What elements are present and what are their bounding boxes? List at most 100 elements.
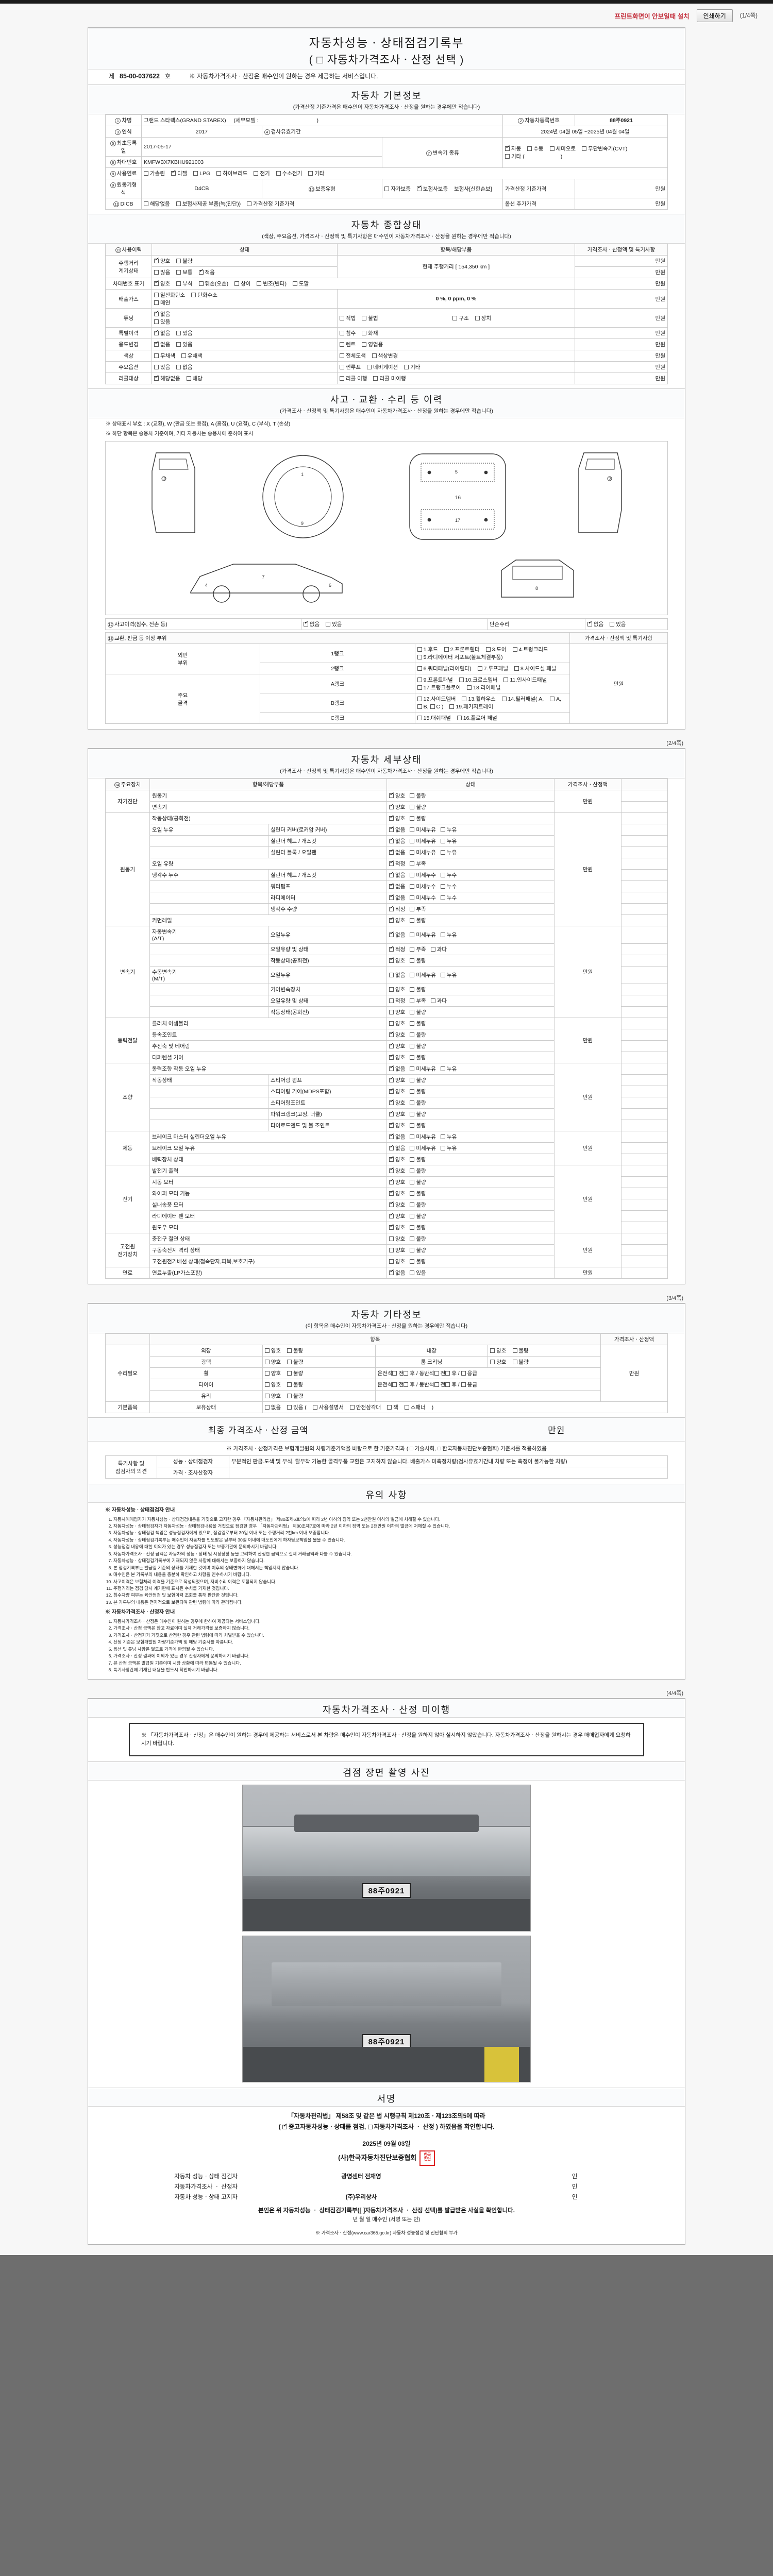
special-none[interactable]: 없음 — [154, 329, 170, 337]
simple-none[interactable]: 없음 — [587, 620, 603, 628]
state-option-과다[interactable]: 과다 — [430, 945, 447, 953]
checkbox-icon[interactable] — [373, 376, 378, 381]
checkbox-icon[interactable] — [410, 973, 415, 977]
checkbox-icon[interactable] — [287, 1394, 292, 1398]
checkbox-icon[interactable] — [362, 315, 367, 320]
state-option-누유[interactable]: 누유 — [440, 971, 457, 979]
checkbox-icon[interactable] — [389, 871, 394, 877]
recall-na[interactable]: 해당없음 — [154, 375, 180, 382]
checkbox-icon[interactable] — [176, 270, 181, 275]
usechange-rent[interactable]: 렌트 — [340, 341, 356, 348]
checkbox-icon[interactable] — [367, 2124, 373, 2129]
fuel-option-hybrid[interactable]: 하이브리드 — [216, 170, 247, 177]
state-option-불량[interactable]: 불량 — [410, 1156, 426, 1163]
checkbox-icon[interactable] — [410, 1214, 415, 1218]
checkbox-icon[interactable] — [434, 1382, 439, 1387]
state-option-불량[interactable]: 불량 — [410, 1212, 426, 1220]
checkbox-icon[interactable] — [410, 1259, 415, 1264]
checkbox-icon[interactable] — [389, 1269, 394, 1275]
usechange-yes[interactable]: 있음 — [176, 341, 193, 348]
checkbox-icon[interactable] — [389, 1201, 394, 1207]
wheel-good[interactable]: 양호 — [264, 1369, 281, 1377]
checkbox-icon[interactable] — [410, 918, 415, 923]
state-option-미세누유[interactable]: 미세누유 — [410, 849, 436, 856]
state-option-누수[interactable]: 누수 — [440, 871, 457, 879]
checkbox-icon[interactable] — [176, 331, 181, 335]
part-pillar-panel[interactable]: 14.필러패널( A, — [501, 695, 544, 703]
checkbox-icon[interactable] — [384, 186, 390, 191]
checkbox-icon[interactable] — [389, 998, 394, 1003]
checkbox-icon[interactable] — [410, 1089, 415, 1094]
checkbox-icon[interactable] — [410, 1010, 415, 1014]
checkbox-icon[interactable] — [416, 185, 422, 191]
interior-bad[interactable]: 불량 — [512, 1347, 529, 1354]
checkbox-icon[interactable] — [549, 146, 554, 151]
part-trunk-lid[interactable]: 4.트렁크리드 — [512, 646, 548, 653]
state-option-불량[interactable]: 불량 — [410, 792, 426, 800]
state-option-양호[interactable]: 양호 — [389, 957, 405, 964]
checkbox-icon[interactable] — [410, 1168, 415, 1173]
checkbox-icon[interactable] — [287, 1382, 292, 1387]
state-option-불량[interactable]: 불량 — [410, 815, 426, 822]
state-option-양호[interactable]: 양호 — [389, 1008, 405, 1016]
checkbox-icon[interactable] — [372, 353, 377, 358]
option-sunroof[interactable]: 썬루프 — [340, 363, 361, 371]
checkbox-icon[interactable] — [410, 850, 415, 855]
checkbox-icon[interactable] — [389, 957, 394, 963]
checkbox-icon[interactable] — [417, 647, 422, 652]
item-spanner[interactable]: 스패너 — [404, 1403, 426, 1411]
state-option-불량[interactable]: 불량 — [410, 1224, 426, 1231]
interior-good[interactable]: 양호 — [490, 1347, 507, 1354]
checkbox-icon[interactable] — [417, 677, 422, 682]
checkbox-icon[interactable] — [389, 1042, 394, 1048]
state-option-적정[interactable]: 적정 — [389, 905, 405, 913]
trans-option-cvt[interactable]: 무단변속기(CVT) — [582, 145, 627, 152]
checkbox-icon[interactable] — [193, 171, 198, 176]
part-floor-panel[interactable]: 16.플로어 패널 — [457, 714, 497, 722]
state-option-양호[interactable]: 양호 — [389, 1201, 405, 1209]
state-option-미세누유[interactable]: 미세누유 — [410, 826, 436, 834]
usechange-business[interactable]: 영업용 — [362, 341, 383, 348]
checkbox-icon[interactable] — [389, 1167, 394, 1173]
state-option-양호[interactable]: 양호 — [389, 1122, 405, 1129]
checkbox-icon[interactable] — [340, 353, 344, 358]
checkbox-icon[interactable] — [475, 315, 480, 320]
part-side-member[interactable]: 12.사이드멤버 — [417, 695, 456, 703]
checkbox-icon[interactable] — [389, 1054, 394, 1060]
usechange-none[interactable]: 없음 — [154, 341, 170, 348]
checkbox-icon[interactable] — [417, 685, 422, 690]
part-package-tray[interactable]: 19.패키지트레이 — [449, 703, 493, 710]
checkbox-icon[interactable] — [430, 704, 435, 709]
checkbox-icon[interactable] — [389, 803, 394, 809]
state-option-양호[interactable]: 양호 — [389, 1246, 405, 1254]
trans-option-auto[interactable]: 자동 — [505, 145, 521, 152]
checkbox-icon[interactable] — [392, 1371, 397, 1376]
checkbox-icon[interactable] — [410, 793, 415, 798]
special-yes[interactable]: 있음 — [176, 329, 193, 337]
mileage-normal[interactable]: 보통 — [176, 268, 193, 276]
checkbox-icon[interactable] — [582, 146, 587, 151]
state-option-누유[interactable]: 누유 — [440, 931, 457, 939]
checkbox-icon[interactable] — [154, 329, 159, 335]
state-option-미세누수[interactable]: 미세누수 — [410, 894, 436, 902]
checkbox-icon[interactable] — [389, 1031, 394, 1037]
state-option-양호[interactable]: 양호 — [389, 1212, 405, 1220]
warranty-option-self[interactable]: 자가보증 — [384, 185, 411, 193]
state-option-불량[interactable]: 불량 — [410, 1235, 426, 1243]
checkbox-icon[interactable] — [512, 647, 517, 652]
state-option-부족[interactable]: 부족 — [410, 905, 426, 913]
checkbox-icon[interactable] — [485, 647, 491, 652]
part-inside-panel[interactable]: 11.인사이드패널 — [503, 676, 547, 684]
checkbox-icon[interactable] — [404, 365, 409, 369]
state-option-양호[interactable]: 양호 — [389, 1042, 405, 1050]
tire-bad[interactable]: 불량 — [287, 1381, 303, 1388]
checkbox-icon[interactable] — [176, 365, 181, 369]
checkbox-icon[interactable] — [389, 894, 394, 900]
dicb-option-std[interactable]: 가격산정 기준가격 — [247, 200, 294, 208]
checkbox-icon[interactable] — [410, 947, 415, 952]
state-option-없음[interactable]: 없음 — [389, 1144, 405, 1152]
checkbox-icon[interactable] — [410, 1180, 415, 1184]
item-jack[interactable]: 잭 — [387, 1403, 398, 1411]
color-chromatic[interactable]: 유채색 — [181, 352, 203, 360]
checkbox-icon[interactable] — [434, 1371, 439, 1376]
